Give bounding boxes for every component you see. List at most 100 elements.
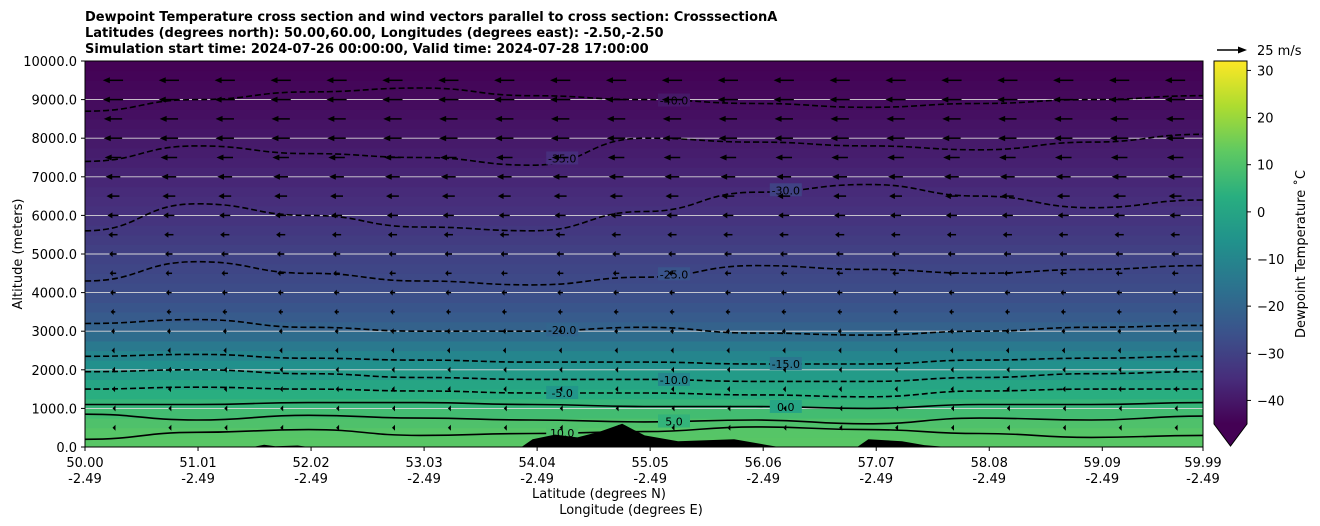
y-axis-label: Altitude (meters) [11, 199, 26, 310]
wind-arrow-head [445, 270, 449, 277]
field-band [85, 427, 1203, 438]
wind-arrow-head [166, 308, 170, 315]
wind-arrow-head [1117, 347, 1121, 354]
x-tick-label-lon: -2.49 [972, 472, 1006, 487]
wind-arrow-head [556, 270, 560, 277]
wind-arrow-head [947, 251, 952, 257]
wind-arrow-head [103, 115, 111, 122]
wind-arrow-head [889, 193, 895, 200]
wind-arrow-head [385, 173, 392, 180]
x-axis-ticks: 50.00-2.4951.01-2.4952.02-2.4953.03-2.49… [66, 447, 1222, 487]
wind-arrow-head [1057, 212, 1063, 219]
contour-line [85, 183, 1203, 232]
wind-arrow-head [443, 231, 448, 238]
contour-label: -35.0 [548, 152, 576, 165]
wind-arrow-head [895, 405, 899, 412]
wind-arrow-head [1173, 328, 1177, 335]
wind-arrow-head [1113, 212, 1119, 219]
wind-arrow-head [556, 251, 560, 257]
wind-arrow-head [220, 231, 225, 238]
wind-arrow-head [335, 386, 339, 393]
wind-arrow-head [608, 173, 616, 180]
x-tick-label-lat: 56.06 [745, 456, 782, 471]
contour-lines: 10.05.00.0-5.0-10.0-15.0-20.0-25.0-30.0-… [85, 87, 1203, 441]
wind-arrow-head [838, 347, 842, 354]
wind-arrow-head [496, 173, 504, 180]
wind-arrow-head [498, 212, 504, 219]
wind-arrow-head [1061, 328, 1065, 335]
wind-arrow-head [550, 135, 558, 142]
wind-arrow-head [886, 115, 894, 122]
plot-area: 10.05.00.0-5.0-10.0-15.0-20.0-25.0-30.0-… [85, 61, 1203, 447]
wind-arrow-head [1062, 386, 1066, 393]
wind-arrow-head [221, 251, 225, 257]
field-band [85, 89, 1203, 101]
contour-label-backdrop [658, 414, 690, 428]
y-tick-label: 2000.0 [32, 364, 78, 379]
wind-arrow-head [221, 289, 225, 296]
field-band [85, 244, 1203, 255]
wind-arrow-head [550, 115, 558, 122]
wind-arrow-head [102, 96, 110, 103]
wind-arrow-head [1174, 366, 1178, 373]
wind-arrow-head [1060, 270, 1064, 277]
wind-arrow-head [112, 386, 116, 393]
wind-arrow-head [721, 193, 728, 200]
wind-arrow-head [671, 405, 675, 412]
wind-arrow-head [219, 212, 225, 219]
wind-arrow-head [280, 405, 284, 412]
wind-arrow-head [161, 173, 169, 180]
wind-arrow-head [667, 231, 672, 238]
colorbar-tick-label: −40 [1257, 394, 1284, 409]
field-band [85, 282, 1203, 294]
x-tick-label-lat: 57.07 [858, 456, 895, 471]
field-band [85, 196, 1203, 207]
x-tick-label-lon: -2.49 [181, 472, 215, 487]
wind-arrow-head [223, 347, 227, 354]
wind-arrow-head [1168, 193, 1175, 200]
wind-arrow-head [1118, 366, 1122, 373]
wind-arrow-head [110, 308, 114, 315]
y-axis-ticks: 0.0 1000.0 2000.0 3000.0 4000.0 5000.0 6000.0 7… [23, 55, 85, 456]
wind-arrow-head [778, 212, 784, 219]
wind-arrow-head [830, 115, 838, 122]
wind-arrow-head [553, 193, 560, 200]
wind-arrow-head [661, 77, 669, 84]
wind-arrow-head [503, 386, 507, 393]
wind-arrow-head [724, 251, 728, 257]
field-band [85, 118, 1203, 130]
wind-arrow-head [615, 405, 619, 412]
wind-arrow-head [948, 289, 952, 296]
x-tick-label-lon: -2.49 [746, 472, 780, 487]
wind-arrow-head [224, 405, 228, 412]
colorbar-frame [1213, 60, 1248, 447]
x-tick-label-lon: -2.49 [633, 472, 667, 487]
wind-arrow-head [167, 366, 171, 373]
wind-arrow-head [112, 424, 116, 431]
wind-arrow-head [165, 270, 169, 277]
wind-arrow-head [503, 366, 507, 373]
wind-arrow-head [165, 251, 169, 257]
wind-arrow-head [382, 77, 390, 84]
wind-arrow-head [893, 308, 897, 315]
wind-arrow-head [554, 212, 560, 219]
wind-arrow-head [1006, 366, 1010, 373]
colorbar-extend-triangle [1214, 424, 1247, 446]
wind-arrow-head [941, 96, 949, 103]
wind-arrow-head [336, 405, 340, 412]
wind-arrow-head [775, 154, 783, 161]
wind-arrow-head [1165, 135, 1173, 142]
contour-line [85, 401, 1203, 410]
x-tick-label-lon: -2.49 [407, 472, 441, 487]
y-tick-label: 4000.0 [32, 287, 78, 302]
wind-arrow-head [719, 154, 727, 161]
wind-arrow-head [222, 328, 226, 335]
contour-label: -20.0 [548, 324, 576, 337]
wind-arrow-head [386, 212, 392, 219]
wind-arrow-head [501, 289, 505, 296]
wind-arrow-head [726, 366, 730, 373]
wind-arrow-head [1109, 135, 1117, 142]
wind-arrow-head [278, 328, 282, 335]
wind-arrow-head [894, 366, 898, 373]
wind-arrow-head [943, 154, 951, 161]
